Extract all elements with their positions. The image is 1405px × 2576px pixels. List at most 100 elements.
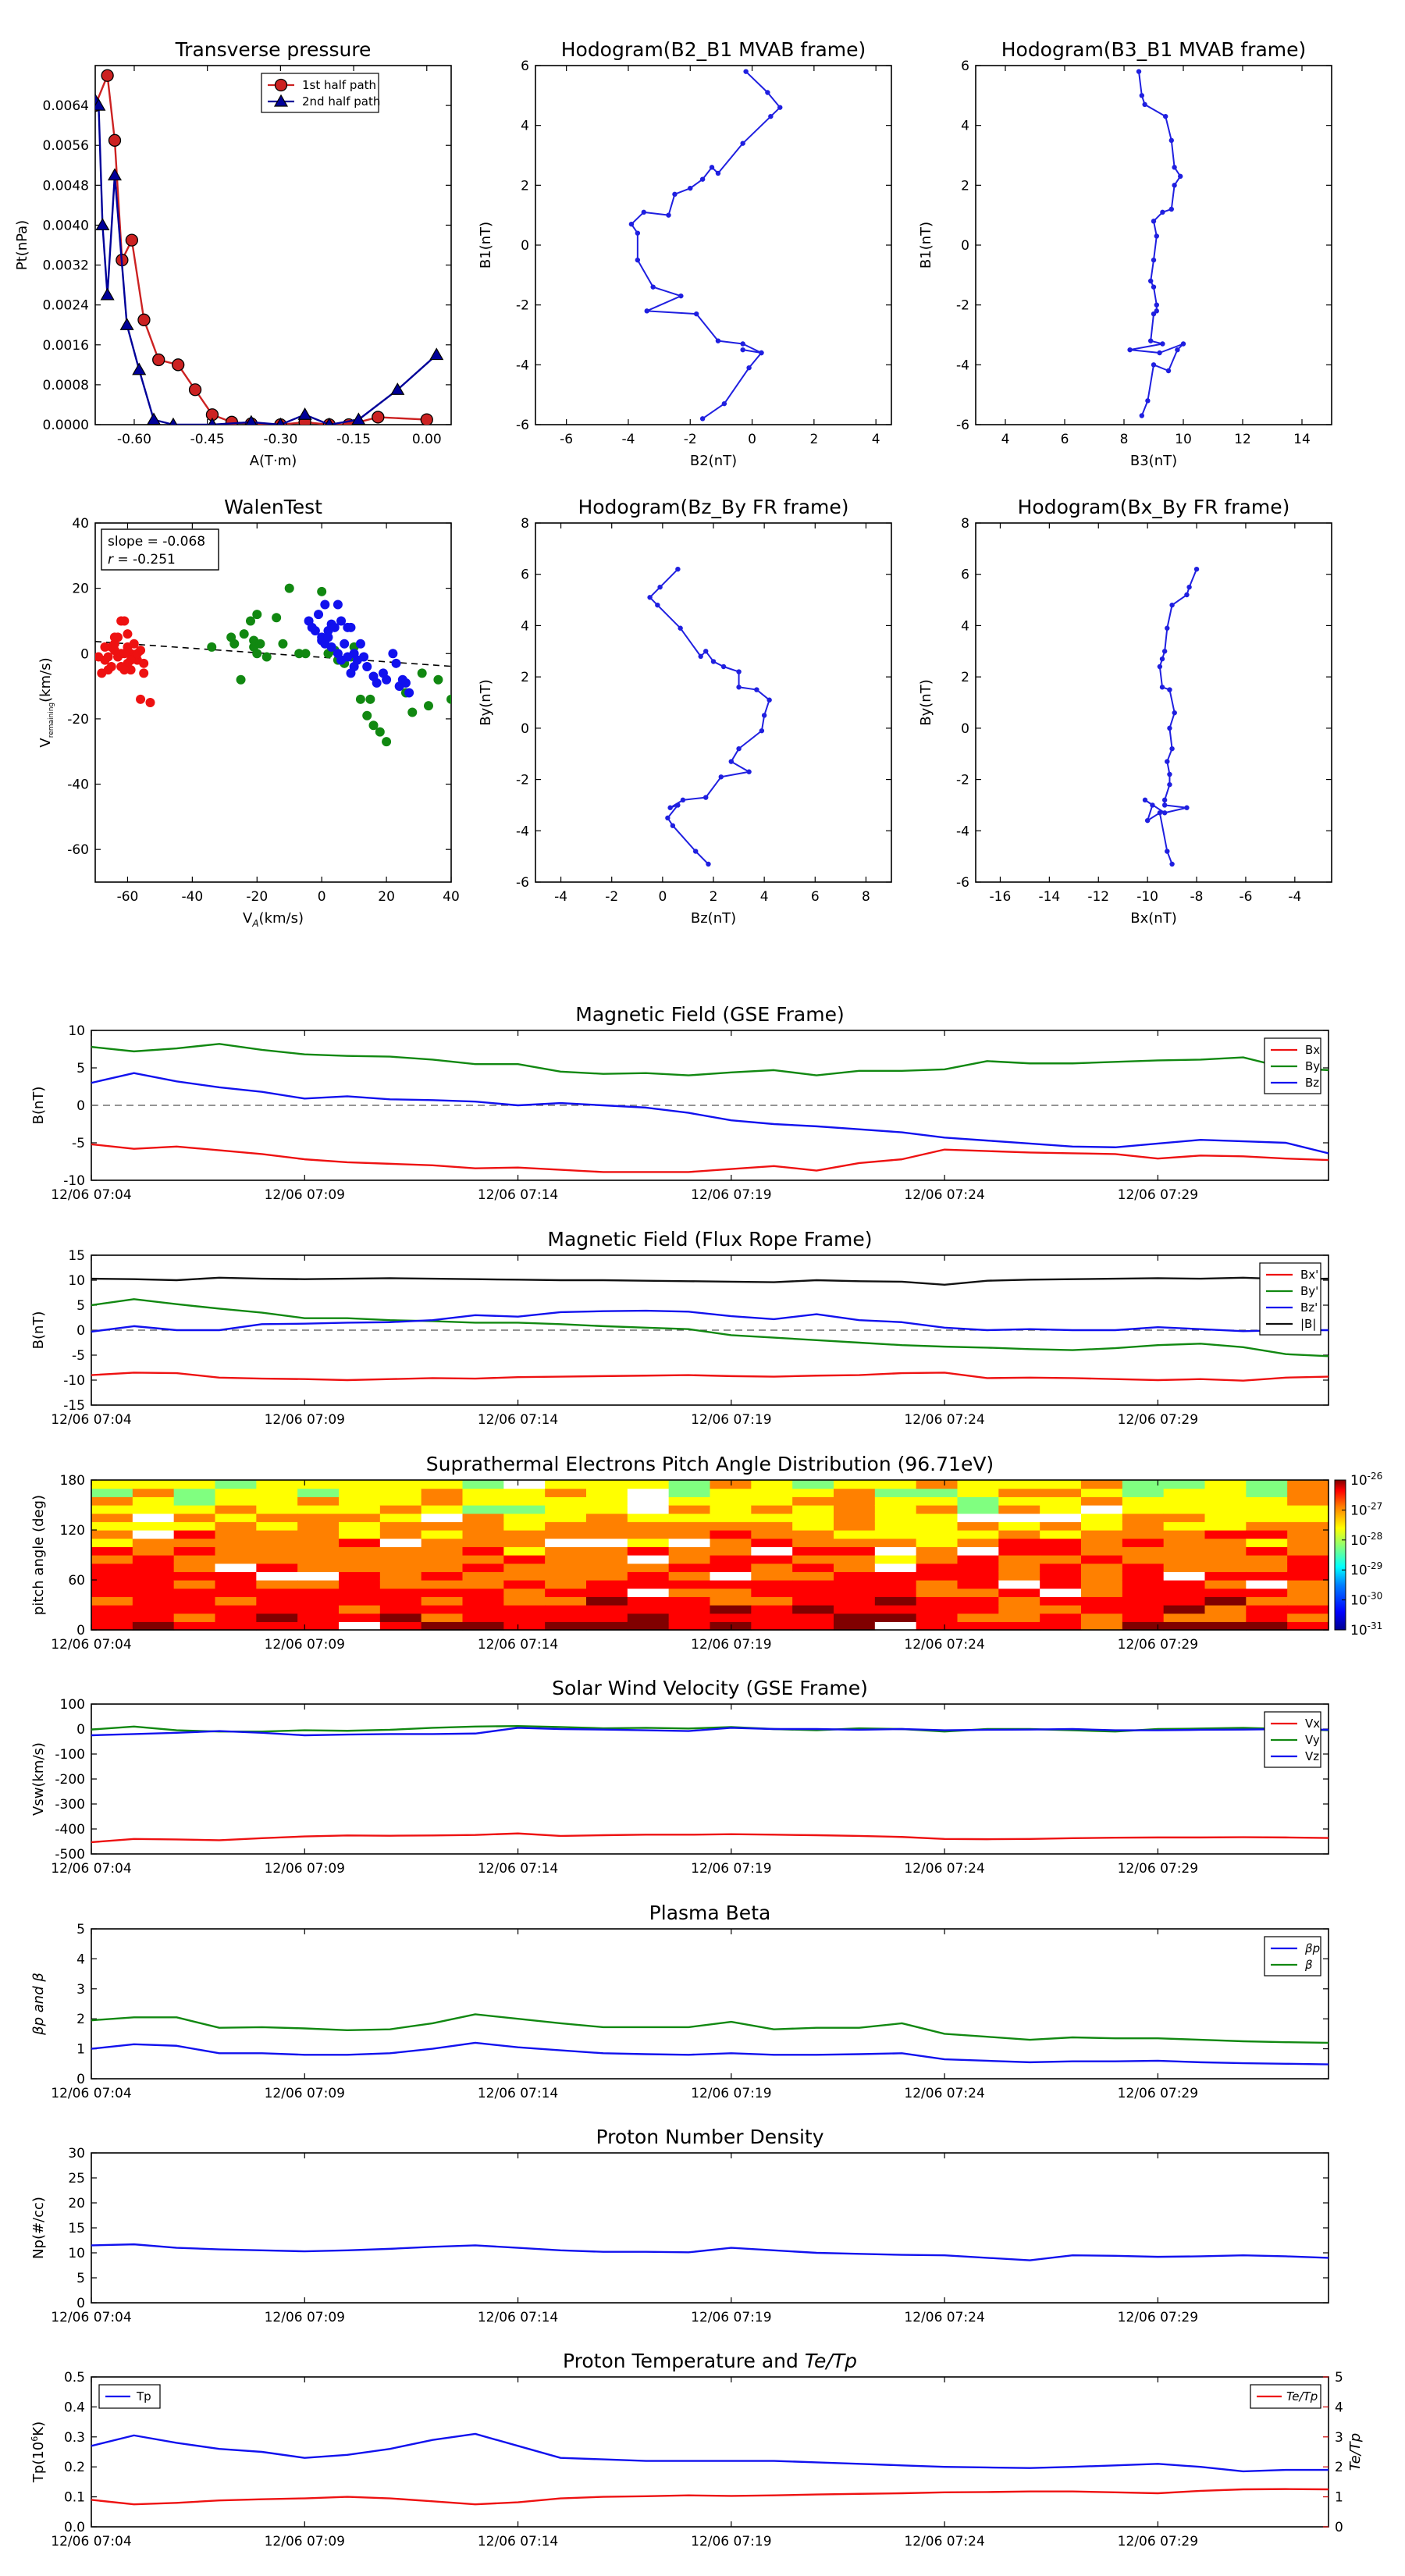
heatmap-cell — [627, 1596, 670, 1606]
x-tick-label: 12 — [1234, 432, 1251, 447]
x-tick-label: 12/06 07:09 — [265, 1861, 345, 1877]
heatmap-cell — [1287, 1571, 1329, 1581]
heatmap-cell — [586, 1521, 628, 1531]
heatmap-cell — [297, 1538, 340, 1547]
heatmap-cell — [132, 1496, 175, 1506]
heatmap-cell — [339, 1588, 381, 1597]
y-tick-label: 0.5 — [64, 2370, 85, 2386]
y-tick-label: 0 — [76, 1323, 85, 1339]
heatmap-cell — [462, 1521, 504, 1531]
scatter-point — [245, 616, 255, 626]
series-line-Vz — [91, 1727, 1329, 1737]
heatmap-cell — [1040, 1521, 1082, 1531]
heatmap-cell — [998, 1496, 1040, 1506]
heatmap-cell — [668, 1588, 711, 1597]
data-point — [728, 759, 734, 764]
heatmap-cell — [710, 1538, 752, 1547]
heatmap-cell — [834, 1488, 876, 1497]
x-tick-label: 12/06 07:14 — [478, 1637, 558, 1653]
heatmap-cell — [339, 1530, 381, 1539]
heatmap-cell — [1204, 1588, 1247, 1597]
heatmap-cell — [710, 1546, 752, 1556]
x-tick-label: 10 — [1175, 432, 1192, 447]
heatmap-cell — [916, 1546, 959, 1556]
heatmap-cell — [668, 1621, 711, 1631]
heatmap-cell — [1246, 1613, 1288, 1622]
x-tick-label: 6 — [1061, 432, 1069, 447]
heatmap-cell — [957, 1538, 999, 1547]
series-line-Bx — [91, 1143, 1329, 1173]
heatmap-cell — [421, 1480, 464, 1489]
x-tick-label: -10 — [1136, 889, 1158, 905]
x-tick-label: 12/06 07:09 — [265, 2534, 345, 2549]
heatmap-cell — [998, 1530, 1040, 1539]
heatmap-cell — [462, 1480, 504, 1489]
y-tick-label: 0 — [521, 721, 529, 737]
heatmap-cell — [668, 1538, 711, 1547]
scatter-point — [368, 720, 379, 731]
heatmap-cell — [834, 1555, 876, 1564]
heatmap-cell — [297, 1496, 340, 1506]
plot-area — [647, 566, 772, 867]
heatmap-cell — [1040, 1605, 1082, 1614]
heatmap-cell — [1287, 1521, 1329, 1531]
heatmap-cell — [173, 1480, 216, 1489]
heatmap-cell — [834, 1496, 876, 1506]
heatmap-cell — [751, 1513, 793, 1522]
plot-frame — [91, 1928, 1329, 2080]
heatmap-cell — [586, 1538, 628, 1547]
heatmap-cell — [627, 1496, 670, 1506]
series-line-Bz — [91, 1072, 1329, 1155]
data-point — [665, 815, 670, 821]
heatmap-cell — [957, 1605, 999, 1614]
x-tick-label: 12/06 07:24 — [904, 1861, 984, 1877]
heatmap-cell — [874, 1496, 917, 1506]
heatmap-cell — [91, 1596, 133, 1606]
scatter-point — [362, 710, 372, 720]
chart-bfr: Magnetic Field (Flux Rope Frame) 12/06 07… — [30, 1228, 1329, 1428]
heatmap-cell — [173, 1546, 216, 1556]
x-tick-label: 12/06 07:24 — [904, 1637, 984, 1653]
data-point — [429, 347, 444, 361]
y-tick-label: 4 — [521, 618, 529, 634]
heatmap-cell — [1246, 1580, 1288, 1589]
x-tick-label: 2 — [710, 889, 718, 905]
heatmap-cell — [874, 1613, 917, 1622]
x-tick-label: 12/06 07:19 — [691, 1187, 771, 1203]
heatmap-cell — [1287, 1596, 1329, 1606]
y-tick-label: 0.0024 — [43, 298, 89, 314]
chart-title: WalenTest — [224, 496, 322, 518]
heatmap-cell — [627, 1555, 670, 1564]
heatmap-cell — [751, 1605, 793, 1614]
heatmap-cell — [957, 1505, 999, 1514]
legend-label: Tp — [136, 2389, 151, 2403]
heatmap-cell — [173, 1613, 216, 1622]
data-point — [777, 105, 783, 110]
heatmap-cell — [1287, 1496, 1329, 1506]
series-line-1st half path — [95, 74, 427, 425]
heatmap-cell — [1163, 1563, 1206, 1572]
heatmap-cell — [421, 1580, 464, 1589]
plot-frame — [91, 2376, 1329, 2528]
y-tick-label: 0.1 — [64, 2490, 85, 2506]
heatmap-cell — [545, 1571, 587, 1581]
scatter-point — [355, 694, 365, 704]
heatmap-cell — [256, 1538, 298, 1547]
heatmap-cell — [586, 1588, 628, 1597]
y-tick-label: 0.0000 — [43, 418, 89, 433]
heatmap-cell — [379, 1496, 422, 1506]
heatmap-cell — [215, 1480, 257, 1489]
heatmap-cell — [421, 1613, 464, 1622]
scatter-point — [119, 649, 130, 659]
heatmap-cell — [339, 1621, 381, 1631]
data-point — [1161, 802, 1168, 808]
heatmap-cell — [1163, 1496, 1206, 1506]
heatmap-cell — [1122, 1613, 1165, 1622]
heatmap-cell — [957, 1563, 999, 1572]
data-point — [740, 141, 745, 146]
heatmap-cell — [421, 1621, 464, 1631]
heatmap-cell — [1081, 1530, 1123, 1539]
x-tick-label: -20 — [246, 889, 268, 905]
heatmap-cell — [91, 1621, 133, 1631]
heatmap-cell — [173, 1496, 216, 1506]
